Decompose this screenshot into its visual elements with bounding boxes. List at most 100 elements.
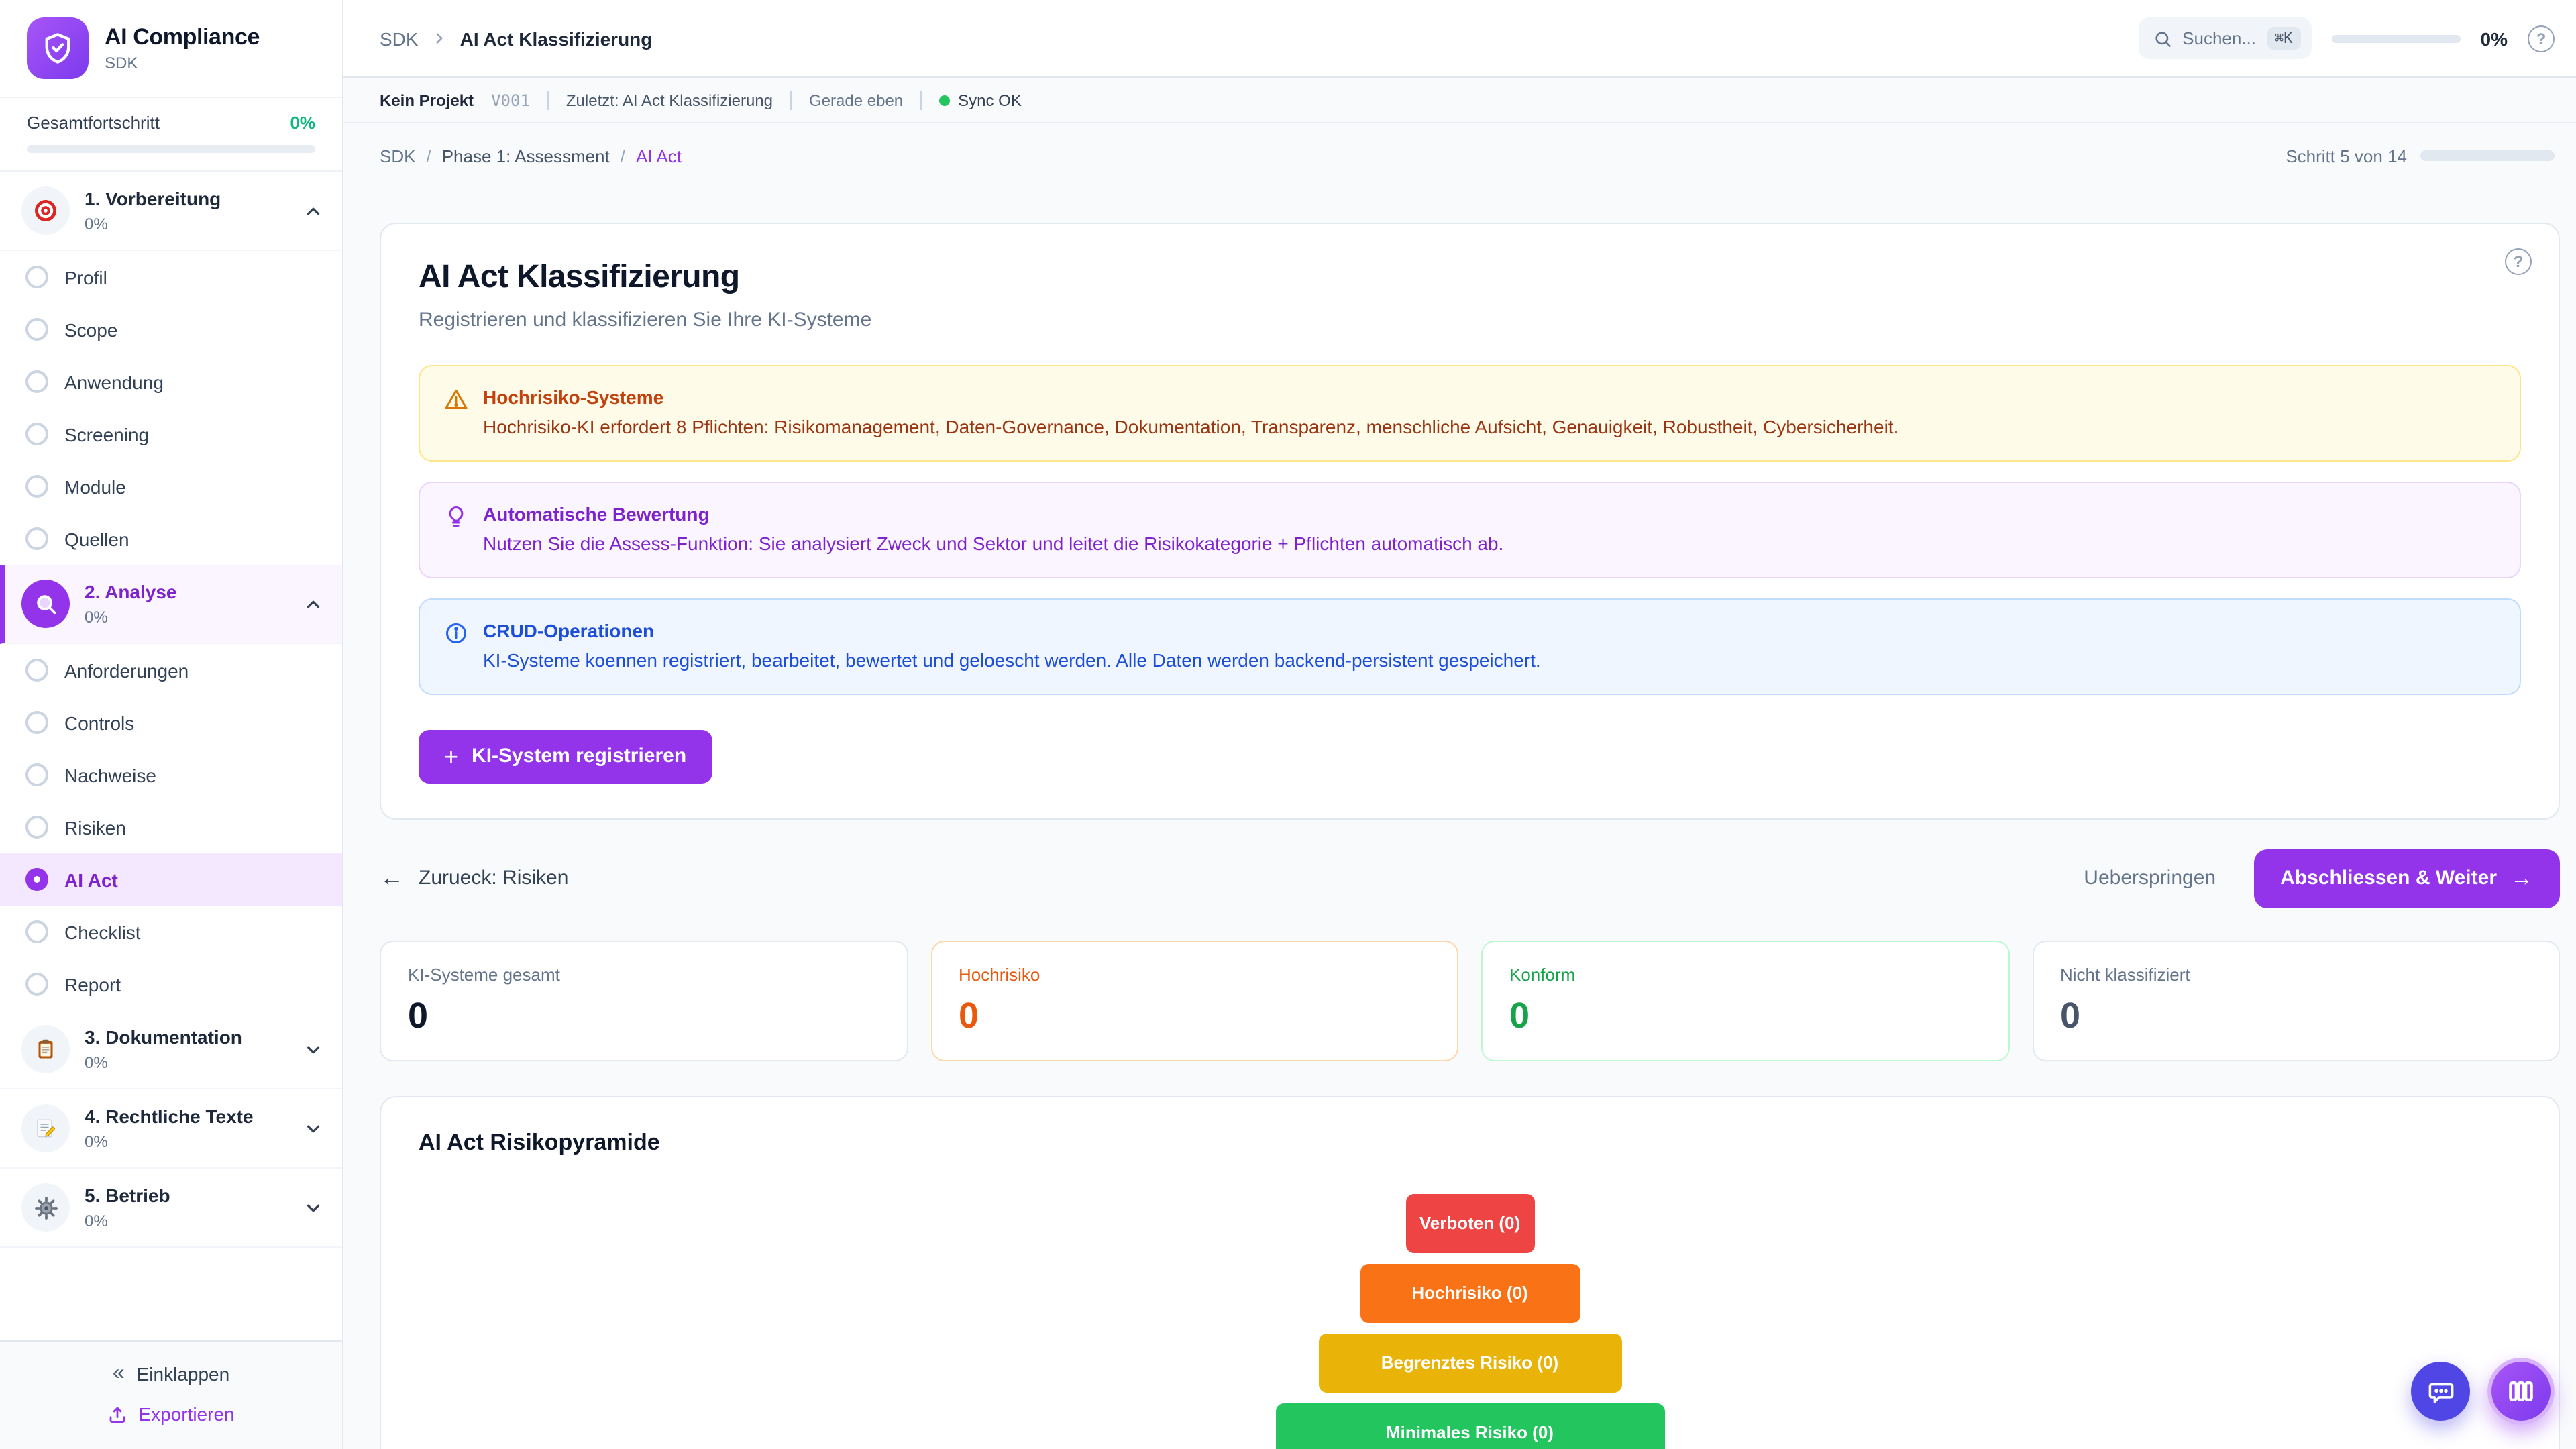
radio-icon <box>25 475 48 498</box>
sidebar-item-checklist[interactable]: Checklist <box>0 906 342 958</box>
overall-progress-label: Gesamtfortschritt <box>27 113 160 133</box>
stat-value: 0 <box>2060 995 2081 1036</box>
sidebar-item-scope[interactable]: Scope <box>0 303 342 356</box>
double-chevron-left-icon: « <box>112 1362 125 1385</box>
section-title: 1. Vorbereitung <box>85 188 221 209</box>
collapse-sidebar-button[interactable]: « Einklappen <box>21 1362 321 1386</box>
wizard-nav: ← Zurueck: Risiken Ueberspringen Abschli… <box>380 849 2560 908</box>
ai-act-card: ? AI Act Klassifizierung Registrieren un… <box>380 223 2560 820</box>
back-button[interactable]: ← Zurueck: Risiken <box>380 864 2084 892</box>
alert-body: Hochrisiko-KI erfordert 8 Pflichten: Ris… <box>483 416 1899 437</box>
sidebar-item-risiken[interactable]: Risiken <box>0 801 342 853</box>
export-label: Exportieren <box>138 1403 235 1425</box>
app-title: AI Compliance <box>105 24 260 50</box>
alert-crud-operationen: CRUD-Operationen KI-Systeme koennen regi… <box>419 598 2521 695</box>
sidebar-nav: 1. Vorbereitung 0% Profil Scope Anwendun… <box>0 172 342 1340</box>
radio-icon <box>25 527 48 550</box>
chevron-right-icon <box>431 30 448 47</box>
help-icon[interactable]: ? <box>2528 25 2555 52</box>
section-percent: 0% <box>85 608 108 627</box>
section-title: 2. Analyse <box>85 581 177 602</box>
stat-cards: KI-Systeme gesamt 0 Hochrisiko 0 Konform… <box>380 940 2560 1061</box>
clipboard-icon <box>21 1025 70 1073</box>
card-help-icon[interactable]: ? <box>2505 248 2532 275</box>
separator: / <box>620 146 625 166</box>
search-shortcut-badge: ⌘K <box>2267 27 2301 50</box>
stat-value: 0 <box>1509 995 1530 1036</box>
pyramid-level-minimales-risiko: Minimales Risiko (0) <box>1275 1403 1664 1449</box>
phase-crumb-phase[interactable]: Phase 1: Assessment <box>441 146 610 166</box>
target-icon <box>21 186 70 235</box>
step-progress-bar <box>2420 150 2555 161</box>
memo-icon <box>21 1104 70 1152</box>
sidebar-item-controls[interactable]: Controls <box>0 696 342 749</box>
columns-icon <box>2506 1377 2536 1406</box>
sidebar-section-betrieb[interactable]: 5. Betrieb 0% <box>0 1169 342 1248</box>
stat-label: Konform <box>1509 964 1576 985</box>
register-ki-system-button[interactable]: + KI-System registrieren <box>419 729 712 784</box>
sidebar-section-dokumentation[interactable]: 3. Dokumentation 0% <box>0 1010 342 1089</box>
alert-list: Hochrisiko-Systeme Hochrisiko-KI erforde… <box>419 365 2521 695</box>
sidebar-item-profil[interactable]: Profil <box>0 251 342 303</box>
gear-icon <box>21 1183 70 1232</box>
radio-selected-icon <box>25 868 48 891</box>
sidebar-section-rechtliche-texte[interactable]: 4. Rechtliche Texte 0% <box>0 1089 342 1169</box>
breadcrumb-current: AI Act Klassifizierung <box>460 28 653 49</box>
search-input[interactable]: Suchen... ⌘K <box>2138 17 2312 59</box>
breadcrumb-root[interactable]: SDK <box>380 28 419 49</box>
radio-icon <box>25 370 48 393</box>
section-title: 5. Betrieb <box>85 1185 170 1206</box>
sidebar-section-vorbereitung[interactable]: 1. Vorbereitung 0% <box>0 172 342 251</box>
export-button[interactable]: Exportieren <box>21 1403 321 1425</box>
step-progress: Schritt 5 von 14 <box>2286 146 2555 166</box>
stat-value: 0 <box>959 995 979 1036</box>
sidebar-item-ai-act[interactable]: AI Act <box>0 853 342 906</box>
skip-button[interactable]: Ueberspringen <box>2084 867 2216 890</box>
radio-icon <box>25 318 48 341</box>
app-subtitle: SDK <box>105 54 138 72</box>
overall-progress-bar <box>27 145 315 153</box>
chevron-down-icon <box>303 1039 323 1059</box>
stat-label: Hochrisiko <box>959 964 1040 985</box>
sidebar-item-nachweise[interactable]: Nachweise <box>0 749 342 801</box>
radio-icon <box>25 920 48 943</box>
board-view-button[interactable] <box>2487 1358 2555 1425</box>
section-title: 4. Rechtliche Texte <box>85 1106 254 1127</box>
sync-ok-dot <box>939 95 951 105</box>
sidebar-item-screening[interactable]: Screening <box>0 408 342 460</box>
plus-icon: + <box>444 743 459 770</box>
alert-title: CRUD-Operationen <box>483 619 655 641</box>
search-icon <box>2153 29 2171 48</box>
header-progress-bar <box>2331 34 2461 42</box>
overall-progress-value: 0% <box>290 113 315 133</box>
register-button-label: KI-System registrieren <box>472 745 687 768</box>
radio-icon <box>25 973 48 996</box>
app-logo: AI Compliance SDK <box>0 0 342 98</box>
stat-card-hochrisiko: Hochrisiko 0 <box>930 940 1458 1061</box>
chevron-down-icon <box>303 1197 323 1218</box>
alert-title: Hochrisiko-Systeme <box>483 386 664 408</box>
separator: / <box>426 146 431 166</box>
risk-pyramid-card: AI Act Risikopyramide Verboten (0) Hochr… <box>380 1095 2560 1449</box>
next-label: Abschliessen & Weiter <box>2280 867 2497 890</box>
upload-icon <box>107 1404 127 1424</box>
status-bar: Kein Projekt V001 Zuletzt: AI Act Klassi… <box>343 78 2576 123</box>
alert-body: KI-Systeme koennen registriert, bearbeit… <box>483 649 1541 671</box>
sidebar-item-anforderungen[interactable]: Anforderungen <box>0 644 342 696</box>
sidebar-item-quellen[interactable]: Quellen <box>0 513 342 565</box>
chat-button[interactable] <box>2411 1362 2470 1421</box>
shield-check-icon <box>27 17 89 79</box>
radio-icon <box>25 763 48 786</box>
sidebar-item-report[interactable]: Report <box>0 958 342 1010</box>
sidebar-item-anwendung[interactable]: Anwendung <box>0 356 342 408</box>
sidebar-item-module[interactable]: Module <box>0 460 342 513</box>
phase-crumb-root[interactable]: SDK <box>380 146 416 166</box>
floating-actions <box>2411 1358 2555 1425</box>
sync-status: Sync OK <box>939 91 1022 109</box>
finish-next-button[interactable]: Abschliessen & Weiter → <box>2253 849 2560 908</box>
last-saved-time: Gerade eben <box>809 91 904 109</box>
chevron-up-icon <box>303 594 323 614</box>
sidebar-section-analyse[interactable]: 2. Analyse 0% <box>0 565 342 644</box>
section-percent: 0% <box>85 215 108 233</box>
